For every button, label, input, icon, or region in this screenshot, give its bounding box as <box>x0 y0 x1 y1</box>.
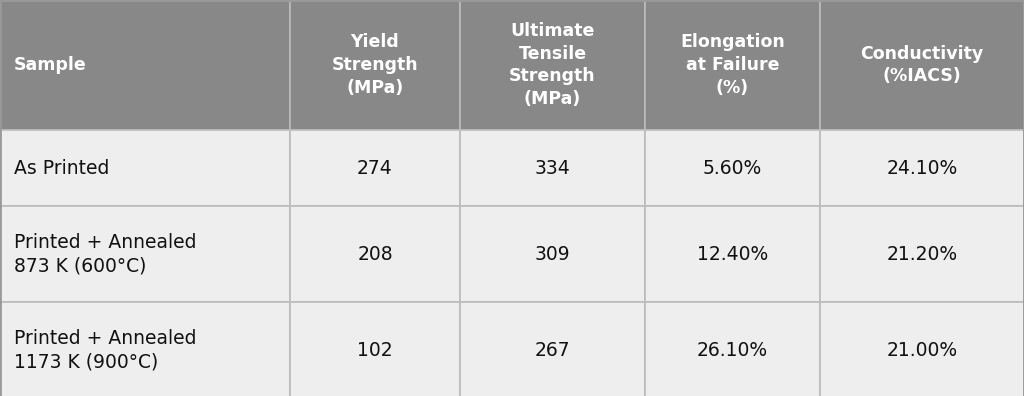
Bar <box>460 130 645 206</box>
Bar <box>290 302 460 396</box>
Text: Sample: Sample <box>14 56 87 74</box>
Text: 5.60%: 5.60% <box>702 158 762 177</box>
Bar <box>645 0 820 130</box>
Bar <box>820 0 1024 130</box>
Text: Ultimate
Tensile
Strength
(MPa): Ultimate Tensile Strength (MPa) <box>509 22 596 109</box>
Bar <box>290 130 460 206</box>
Text: Yield
Strength
(MPa): Yield Strength (MPa) <box>332 33 419 97</box>
Text: 12.40%: 12.40% <box>697 244 768 263</box>
Text: Elongation
at Failure
(%): Elongation at Failure (%) <box>680 33 784 97</box>
Text: 102: 102 <box>357 341 393 360</box>
Text: Conductivity
(%IACS): Conductivity (%IACS) <box>860 44 984 86</box>
Text: 309: 309 <box>535 244 570 263</box>
Text: 267: 267 <box>535 341 570 360</box>
Bar <box>645 206 820 302</box>
Text: 24.10%: 24.10% <box>887 158 957 177</box>
Text: 334: 334 <box>535 158 570 177</box>
Bar <box>460 0 645 130</box>
Bar <box>820 130 1024 206</box>
Bar <box>0 130 290 206</box>
Text: As Printed: As Printed <box>14 158 110 177</box>
Text: 21.20%: 21.20% <box>887 244 957 263</box>
Bar <box>290 206 460 302</box>
Bar <box>460 206 645 302</box>
Bar <box>820 206 1024 302</box>
Text: 208: 208 <box>357 244 393 263</box>
Bar <box>820 302 1024 396</box>
Text: 274: 274 <box>357 158 393 177</box>
Bar <box>645 130 820 206</box>
Bar <box>0 0 290 130</box>
Bar <box>290 0 460 130</box>
Text: Printed + Annealed
1173 K (900°C): Printed + Annealed 1173 K (900°C) <box>14 329 197 371</box>
Bar <box>0 206 290 302</box>
Bar <box>0 302 290 396</box>
Bar <box>460 302 645 396</box>
Text: 26.10%: 26.10% <box>697 341 768 360</box>
Text: 21.00%: 21.00% <box>887 341 957 360</box>
Text: Printed + Annealed
873 K (600°C): Printed + Annealed 873 K (600°C) <box>14 233 197 275</box>
Bar <box>645 302 820 396</box>
